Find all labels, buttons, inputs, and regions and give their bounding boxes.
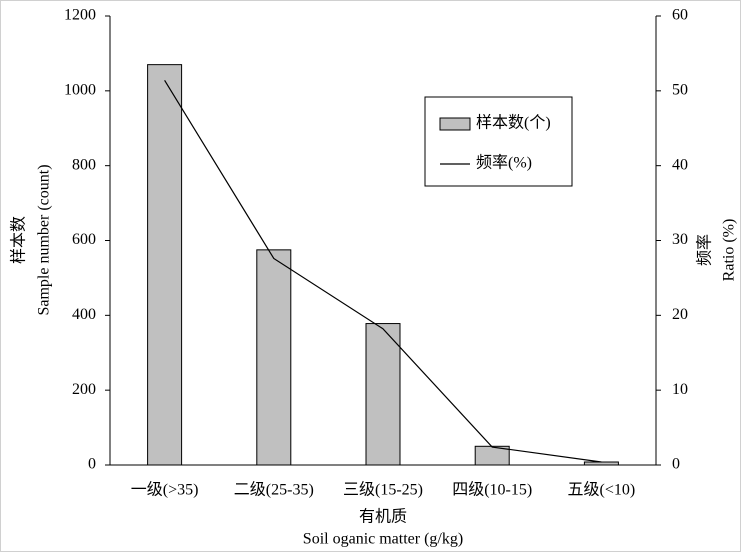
x-axis-title: Soil oganic matter (g/kg) <box>303 531 463 548</box>
y-axis-title: Sample number (count) <box>36 164 53 315</box>
y-tick-label: 400 <box>72 306 96 323</box>
x-tick-label: 五级(<10) <box>568 481 636 499</box>
bar <box>583 461 619 466</box>
y-tick-label: 800 <box>72 156 96 173</box>
y-tick-label: 1000 <box>64 82 96 99</box>
bar <box>365 323 401 466</box>
y-tick-label: 200 <box>72 381 96 398</box>
bar <box>147 64 183 466</box>
y-axis-title: 样本数 <box>10 216 28 264</box>
y-tick-label: 600 <box>72 231 96 248</box>
line <box>164 80 602 463</box>
y2-tick-label: 30 <box>672 231 688 248</box>
y2-tick-label: 60 <box>672 7 688 24</box>
x-tick-label: 二级(25-35) <box>234 481 314 499</box>
x-axis-title: 有机质 <box>359 508 407 526</box>
x-tick-label: 一级(>35) <box>131 481 199 499</box>
y2-tick-label: 10 <box>672 381 688 398</box>
x-tick-label: 三级(15-25) <box>343 481 423 499</box>
y2-tick-label: 40 <box>672 156 688 173</box>
y2-axis-title: 频率 <box>696 234 714 266</box>
y2-tick-label: 0 <box>672 456 680 473</box>
y2-axis-title: Ratio (%) <box>721 219 738 282</box>
legend-swatch <box>439 117 471 131</box>
legend-label: 频率(%) <box>476 154 532 172</box>
y-tick-label: 1200 <box>64 7 96 24</box>
y2-tick-label: 50 <box>672 82 688 99</box>
y2-tick-label: 20 <box>672 306 688 323</box>
bar <box>256 249 292 466</box>
y-tick-label: 0 <box>88 456 96 473</box>
x-tick-label: 四级(10-15) <box>452 481 532 499</box>
legend-label: 样本数(个) <box>476 114 551 132</box>
legend-box <box>424 96 573 187</box>
